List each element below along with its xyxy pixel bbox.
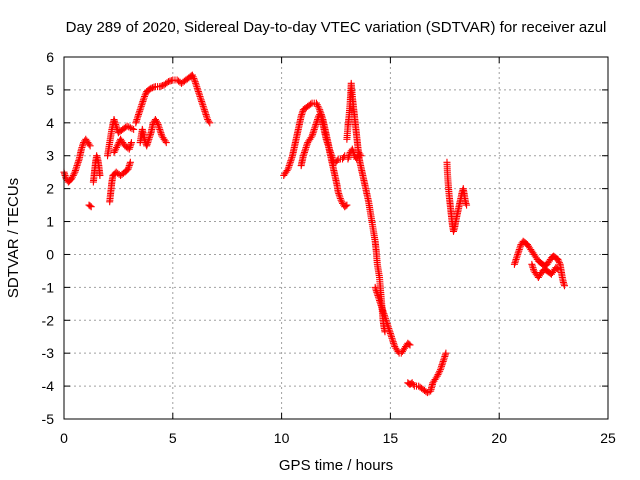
axis-ticks (63, 56, 609, 420)
data-point (312, 99, 320, 107)
data-point (463, 201, 471, 209)
data-point (336, 195, 344, 203)
data-point (555, 259, 563, 267)
y-tick-labels: -5 -4 -3 -2 -1 0 1 2 3 4 5 6 (42, 49, 55, 427)
x-tick-labels: 0 5 10 15 20 25 (60, 430, 616, 446)
data-point (307, 134, 315, 142)
y-tick-label: 4 (46, 115, 54, 131)
data-point (163, 79, 171, 87)
y-tick-label: 3 (46, 148, 54, 164)
data-point (189, 73, 197, 81)
y-tick-label: 6 (46, 49, 54, 65)
x-tick-label: 15 (383, 430, 399, 446)
data-point (68, 175, 76, 183)
data-point (152, 117, 160, 125)
data-point (435, 369, 443, 377)
x-tick-label: 5 (169, 430, 177, 446)
data-point (206, 119, 214, 127)
data-point (86, 142, 94, 150)
data-point (436, 367, 444, 375)
data-point (126, 158, 134, 166)
x-tick-label: 0 (60, 430, 68, 446)
y-axis-title: SDTVAR / TECUs (5, 178, 22, 298)
plot-frame (63, 56, 609, 420)
data-point (86, 202, 94, 210)
y-tick-label: 5 (46, 82, 54, 98)
data-point (96, 171, 104, 179)
x-tick-label: 10 (274, 430, 290, 446)
data-point (127, 139, 135, 147)
data-point (162, 139, 170, 147)
data-point (357, 152, 365, 160)
y-tick-label: -5 (42, 411, 55, 427)
data-point (553, 264, 561, 272)
data-point (205, 117, 213, 125)
data-point (112, 145, 120, 153)
y-tick-label: 2 (46, 181, 54, 197)
data-point (333, 157, 341, 165)
data-marks (60, 71, 568, 397)
y-tick-label: 1 (46, 214, 54, 230)
data-point (112, 144, 120, 151)
y-tick-label: -2 (42, 312, 55, 328)
grid (64, 57, 608, 419)
data-point (188, 71, 196, 79)
data-point (555, 257, 563, 265)
data-point (123, 122, 131, 130)
data-point (554, 255, 562, 263)
data-point (141, 91, 149, 99)
y-tick-label: -3 (42, 345, 55, 361)
data-point (161, 137, 169, 145)
data-point (442, 349, 450, 357)
data-point (87, 203, 95, 211)
data-point (141, 92, 149, 100)
data-point (68, 173, 76, 181)
data-point (433, 372, 441, 380)
data-point (343, 201, 351, 209)
data-point (342, 202, 350, 210)
y-tick-label: 0 (46, 246, 54, 262)
data-point (314, 102, 322, 110)
data-point (409, 380, 417, 388)
data-point (307, 100, 315, 108)
x-tick-label: 20 (491, 430, 507, 446)
x-axis-title: GPS time / hours (279, 457, 393, 474)
data-point (406, 341, 414, 349)
data-point (560, 282, 568, 290)
data-point (283, 167, 291, 175)
y-tick-label: -4 (42, 378, 55, 394)
data-point (423, 389, 431, 397)
data-point (126, 124, 134, 132)
data-point (313, 101, 321, 109)
data-point (337, 196, 345, 204)
data-point (113, 142, 121, 150)
data-point (434, 371, 442, 379)
data-point (405, 340, 413, 348)
data-point (125, 123, 133, 131)
data-point (85, 140, 93, 148)
x-tick-label: 25 (600, 430, 616, 446)
data-point (128, 125, 136, 133)
data-point (356, 150, 364, 158)
data-point (190, 74, 198, 82)
data-point (69, 171, 77, 179)
chart-title: Day 289 of 2020, Sidereal Day-to-day VTE… (66, 19, 607, 36)
data-point (315, 104, 323, 112)
data-point (130, 125, 138, 133)
data-point (110, 148, 118, 156)
y-tick-label: -1 (42, 279, 55, 295)
data-point (554, 265, 562, 273)
data-point (70, 170, 78, 178)
data-point (111, 147, 119, 155)
